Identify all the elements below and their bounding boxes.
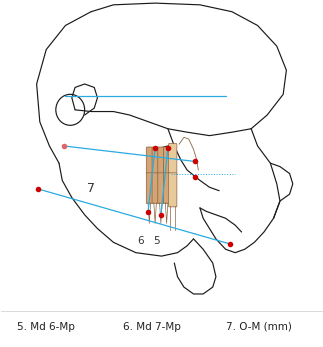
Point bbox=[36, 186, 41, 192]
Point bbox=[152, 145, 158, 151]
Point bbox=[165, 145, 171, 151]
Point bbox=[193, 174, 198, 180]
Text: 6. Md 7-Mp: 6. Md 7-Mp bbox=[123, 322, 181, 332]
Text: 7. O-M (mm): 7. O-M (mm) bbox=[225, 322, 291, 332]
Point bbox=[158, 213, 163, 218]
FancyBboxPatch shape bbox=[152, 173, 158, 203]
FancyBboxPatch shape bbox=[158, 173, 164, 203]
FancyBboxPatch shape bbox=[169, 144, 177, 174]
Point bbox=[228, 241, 233, 247]
FancyBboxPatch shape bbox=[163, 173, 170, 203]
Text: 7: 7 bbox=[87, 183, 95, 195]
Point bbox=[145, 209, 151, 215]
FancyBboxPatch shape bbox=[163, 147, 170, 174]
FancyBboxPatch shape bbox=[146, 147, 152, 174]
Text: 6: 6 bbox=[137, 236, 144, 246]
FancyBboxPatch shape bbox=[146, 173, 152, 203]
FancyBboxPatch shape bbox=[169, 173, 177, 207]
Text: 5: 5 bbox=[153, 236, 160, 246]
Point bbox=[61, 143, 67, 149]
FancyBboxPatch shape bbox=[152, 147, 158, 174]
FancyBboxPatch shape bbox=[158, 147, 164, 174]
Point bbox=[193, 159, 198, 164]
Text: 5. Md 6-Mp: 5. Md 6-Mp bbox=[17, 322, 75, 332]
